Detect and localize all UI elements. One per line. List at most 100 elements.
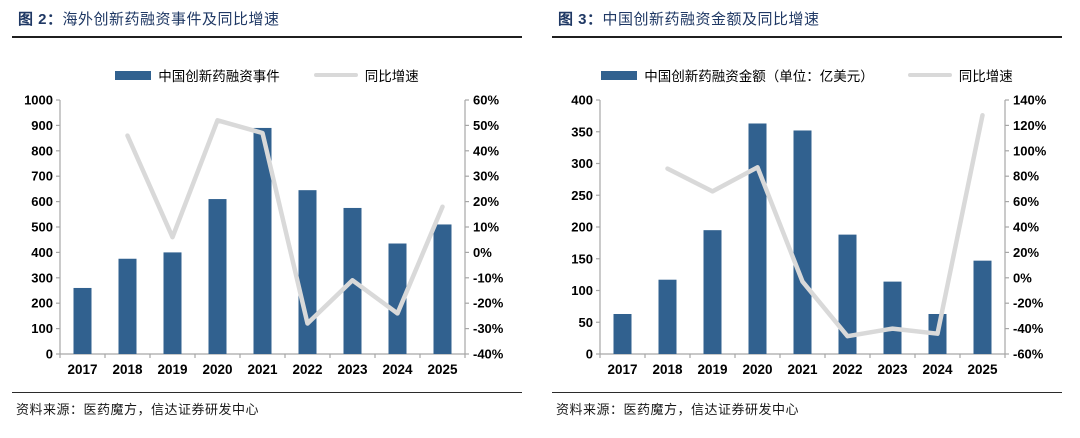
left-axis-label: 300 — [571, 156, 593, 171]
left-axis-label: 200 — [571, 220, 593, 235]
right-axis-label: 20% — [1013, 245, 1039, 260]
right-axis-label: 80% — [1013, 169, 1039, 184]
right-axis-label: 140% — [1013, 93, 1047, 108]
bar-2021 — [253, 127, 272, 354]
bar-series-label: 中国创新药融资事件 — [158, 69, 280, 84]
bar-2025 — [433, 224, 452, 354]
right-axis-label: 120% — [1013, 118, 1047, 133]
right-axis-label: -10% — [473, 270, 504, 285]
left-axis-label: 700 — [31, 169, 53, 184]
line-series-label: 同比增速 — [958, 69, 1013, 84]
figure-3-header: 图 3：中国创新药融资金额及同比增速 — [552, 6, 1062, 36]
left-axis-label: 150 — [571, 251, 593, 266]
x-axis-label: 2025 — [967, 362, 998, 377]
bar-2019 — [703, 230, 722, 354]
bar-2018 — [118, 258, 137, 354]
bar-2025 — [973, 260, 992, 354]
bar-2023 — [883, 281, 902, 354]
left-axis-label: 400 — [571, 93, 593, 108]
left-axis-label: 400 — [31, 245, 53, 260]
bar-series-swatch — [115, 70, 152, 80]
left-axis-label: 1000 — [24, 93, 53, 108]
x-axis-label: 2020 — [202, 362, 232, 377]
line-series-swatch — [907, 72, 952, 78]
line-series-label: 同比增速 — [364, 69, 419, 84]
x-axis-label: 2022 — [292, 362, 322, 377]
figures-container: 图 2：海外创新药融资事件及同比增速 中国创新药融资事件 同比增速 0 100 20… — [12, 6, 1062, 418]
right-axis-label: -30% — [473, 321, 504, 336]
bar-series-swatch — [601, 70, 638, 80]
figure-2-header: 图 2：海外创新药融资事件及同比增速 — [12, 6, 522, 36]
x-axis-label: 2021 — [247, 362, 278, 377]
left-axis-label: 100 — [571, 283, 593, 298]
bar-2017 — [613, 313, 632, 354]
bar-2024 — [388, 243, 407, 354]
x-axis-label: 2020 — [742, 362, 772, 377]
financing-amount-chart: 0 50 100 150 200 250 300 350 400 -60% -40% -20% 0% 20… — [571, 93, 1047, 378]
x-axis-label: 2023 — [337, 362, 368, 377]
right-axis-label: 30% — [473, 169, 499, 184]
x-axis-label: 2021 — [787, 362, 818, 377]
left-axis-label: 600 — [31, 194, 53, 209]
right-axis-label: -40% — [473, 347, 504, 362]
figure-3-title: 中国创新药融资金额及同比增速 — [602, 11, 820, 28]
left-axis-label: 350 — [571, 124, 593, 139]
bar-2018 — [658, 279, 677, 354]
right-axis-label: -20% — [473, 296, 504, 311]
x-axis-label: 2024 — [382, 362, 413, 377]
bar-series-label: 中国创新药融资金额（单位：亿美元） — [644, 69, 874, 84]
x-axis-label: 2017 — [607, 362, 637, 377]
right-axis-label: -40% — [1013, 321, 1044, 336]
left-axis-label: 500 — [31, 220, 53, 235]
x-axis-label: 2023 — [877, 362, 908, 377]
right-axis-label: 10% — [473, 220, 499, 235]
figure-2-panel: 图 2：海外创新药融资事件及同比增速 中国创新药融资事件 同比增速 0 100 20… — [12, 6, 522, 418]
x-axis-label: 2017 — [67, 362, 97, 377]
left-axis-label: 50 — [579, 315, 593, 330]
x-axis-label: 2019 — [697, 362, 727, 377]
right-axis-label: 100% — [1013, 143, 1047, 158]
figure-2-legend: 中国创新药融资事件 同比增速 — [12, 66, 522, 84]
bar-2022 — [298, 190, 317, 354]
right-axis-label: 0% — [1013, 270, 1032, 285]
right-axis-label: -20% — [1013, 296, 1044, 311]
figure-3-legend: 中国创新药融资金额（单位：亿美元） 同比增速 — [552, 66, 1062, 84]
right-axis-label: 40% — [473, 143, 499, 158]
title-divider — [552, 36, 1062, 38]
right-axis-label: 20% — [473, 194, 499, 209]
bar-2021 — [793, 130, 812, 354]
left-axis-label: 200 — [31, 296, 53, 311]
bar-2019 — [163, 252, 182, 354]
x-axis-label: 2025 — [427, 362, 458, 377]
right-axis-label: -60% — [1013, 347, 1044, 362]
figure-2-title: 海外创新药融资事件及同比增速 — [62, 11, 280, 28]
x-axis-label: 2024 — [922, 362, 953, 377]
yoy-growth-line — [665, 112, 985, 339]
left-axis-label: 0 — [46, 347, 53, 362]
figure-3-panel: 图 3：中国创新药融资金额及同比增速 中国创新药融资金额（单位：亿美元） 同比增… — [552, 6, 1062, 418]
right-axis-label: 40% — [1013, 220, 1039, 235]
bar-2020 — [208, 199, 227, 354]
right-axis-label: 60% — [473, 93, 499, 108]
line-series-swatch — [313, 72, 358, 78]
left-axis-label: 0 — [586, 347, 593, 362]
x-axis-label: 2018 — [652, 362, 683, 377]
figure-3-label: 图 3： — [558, 11, 603, 28]
financing-events-chart: 0 100 200 300 400 500 600 700 800 900 1000 -40% -30%… — [24, 93, 504, 378]
right-axis-label: 0% — [473, 245, 492, 260]
right-axis-label: 60% — [1013, 194, 1039, 209]
x-axis-label: 2018 — [112, 362, 143, 377]
left-axis-label: 300 — [31, 270, 53, 285]
figure-2-label: 图 2： — [18, 11, 63, 28]
source-note: 资料来源：医药魔方，信达证券研发中心 — [552, 392, 1062, 418]
x-axis-label: 2019 — [157, 362, 187, 377]
left-axis-label: 250 — [571, 188, 593, 203]
bar-2017 — [73, 287, 92, 354]
bar-2020 — [748, 123, 767, 354]
title-divider — [12, 36, 522, 38]
x-axis-label: 2022 — [832, 362, 862, 377]
source-note: 资料来源：医药魔方，信达证券研发中心 — [12, 392, 522, 418]
left-axis-label: 100 — [31, 321, 53, 336]
left-axis-label: 900 — [31, 118, 53, 133]
left-axis-label: 800 — [31, 143, 53, 158]
